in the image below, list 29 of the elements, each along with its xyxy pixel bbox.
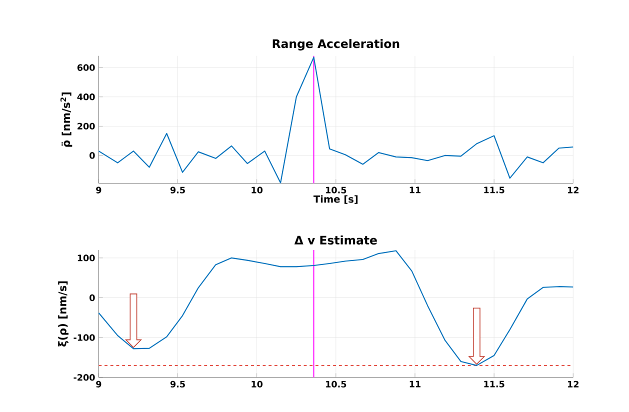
y-tick-label: 100 <box>78 254 95 262</box>
y-tick-label: -100 <box>74 334 95 342</box>
x-tick-label: 9 <box>96 380 102 388</box>
line-series <box>98 250 574 366</box>
y-axis-title: ρ̈ [nm/s$^{2}$] <box>60 92 72 147</box>
y-tick-label: 600 <box>77 64 95 72</box>
y-tick-label: 400 <box>77 94 95 100</box>
x-tick-label: 9 <box>96 186 102 194</box>
x-tick-label: 10.5 <box>326 380 346 388</box>
x-tick-label: 12 <box>568 380 578 388</box>
x-tick-label: 11.5 <box>484 380 504 388</box>
x-tick-label: 9.5 <box>170 380 185 388</box>
x-tick-label: 9.5 <box>170 186 185 194</box>
y-tick-label: 0 <box>90 152 95 159</box>
x-tick-label: 11.5 <box>484 186 504 194</box>
y-tick-label: -200 <box>74 374 95 381</box>
x-tick-label: 11 <box>410 186 420 194</box>
x-axis-title: Time [s] <box>313 195 358 204</box>
y-axis-title: ξ(ρ) [nm/s] <box>58 281 68 347</box>
line-series <box>98 56 574 184</box>
y-tick-label: 0 <box>90 294 95 302</box>
y-tick-label: 200 <box>78 122 95 130</box>
x-tick-label: 10 <box>252 186 263 194</box>
x-tick-label: 12 <box>568 186 578 194</box>
x-tick-label: 10 <box>252 380 263 388</box>
chart-title: Range Acceleration <box>272 39 400 51</box>
x-tick-label: 11 <box>410 380 420 388</box>
chart-title: Δ v Estimate <box>294 236 377 245</box>
x-tick-label: 10.5 <box>326 186 346 194</box>
